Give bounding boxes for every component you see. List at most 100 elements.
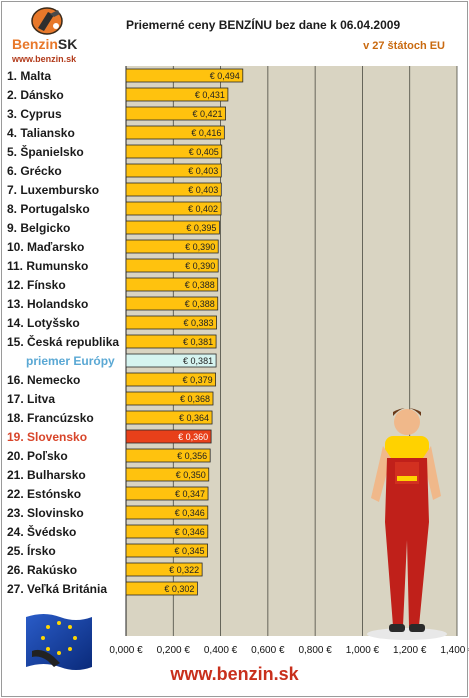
bar: [125, 581, 198, 596]
value-label: € 0,347: [175, 489, 205, 499]
bar: [125, 163, 222, 178]
bar: [125, 144, 223, 159]
country-label: 26. Rakúsko: [7, 563, 77, 577]
bar: [125, 410, 213, 425]
country-label: 1. Malta: [7, 69, 51, 83]
value-label: € 0,405: [189, 147, 219, 157]
bar: [125, 429, 212, 444]
bar: [125, 562, 203, 577]
value-label: € 0,381: [183, 337, 213, 347]
bar: [125, 106, 226, 121]
x-tick-label: 1,200 €: [393, 645, 427, 656]
bar: [125, 391, 214, 406]
country-label: 20. Poľsko: [7, 449, 68, 463]
x-tick-label: 0,600 €: [251, 645, 285, 656]
category-labels: 1. Malta 2. Dánsko 3. Cyprus 4. Taliansko 5.…: [7, 69, 119, 596]
x-tick-label: 1,000 €: [346, 645, 380, 656]
bar: [125, 258, 219, 273]
logo-brand-suffix: SK: [57, 36, 78, 52]
country-label: 10. Maďarsko: [7, 240, 84, 254]
country-label: 7. Luxembursko: [7, 183, 99, 197]
value-label: € 0,302: [164, 584, 194, 594]
logo-url: www.benzin.sk: [12, 54, 77, 64]
country-label: 17. Litva: [7, 392, 55, 406]
bar: [125, 68, 244, 83]
country-label: 11. Rumunsko: [7, 259, 88, 273]
country-label: 13. Holandsko: [7, 297, 88, 311]
footer-url: www.benzin.sk: [170, 664, 299, 684]
x-tick-label: 0,000 €: [109, 645, 143, 656]
benzin-logo: BenzinSK www.benzin.sk: [8, 6, 88, 68]
value-label: € 0,390: [185, 242, 215, 252]
bar: [125, 296, 219, 311]
x-tick-label: 0,200 €: [157, 645, 191, 656]
country-label: 4. Taliansko: [7, 126, 75, 140]
logo-brand: Benzin: [12, 36, 58, 52]
bar: [125, 353, 217, 368]
value-label: € 0,383: [184, 318, 214, 328]
value-label: € 0,350: [176, 470, 206, 480]
value-label: € 0,402: [188, 204, 218, 214]
value-label: € 0,356: [177, 451, 207, 461]
country-label: 6. Grécko: [7, 164, 62, 178]
country-label: 24. Švédsko: [7, 524, 76, 539]
bar: [125, 239, 219, 254]
bar: [125, 372, 217, 387]
x-axis-ticks: 0,000 € 0,200 € 0,400 € 0,600 € 0,800 € 1,000…: [109, 645, 469, 656]
value-label: € 0,390: [185, 261, 215, 271]
value-label: € 0,388: [185, 280, 215, 290]
value-label: € 0,381: [183, 356, 213, 366]
x-tick-label: 0,800 €: [298, 645, 332, 656]
country-label: 18. Francúzsko: [7, 411, 94, 425]
bar: [125, 315, 217, 330]
fuel-pump-logo-icon: [31, 7, 63, 35]
country-label: priemer Európy: [26, 354, 115, 368]
bar: [125, 486, 209, 501]
country-label: 22. Estónsko: [7, 487, 81, 501]
bar: [125, 220, 220, 235]
chart-subtitle: v 27 štátoch EU: [363, 40, 445, 52]
value-label: € 0,431: [195, 90, 225, 100]
chart-title: Priemerné ceny BENZÍNU bez dane k 06.04.…: [126, 18, 401, 32]
value-label: € 0,379: [183, 375, 213, 385]
country-label: 2. Dánsko: [7, 88, 64, 102]
value-label: € 0,346: [175, 508, 205, 518]
value-label: € 0,421: [193, 109, 223, 119]
bar: [125, 125, 225, 140]
bars: € 0,494 € 0,431 € 0,421 € 0,416 € 0,405 € 0,4…: [125, 68, 244, 596]
value-label: € 0,395: [186, 223, 216, 233]
bar: [125, 524, 209, 539]
bar: [125, 277, 219, 292]
bar: [125, 448, 211, 463]
value-label: € 0,388: [185, 299, 215, 309]
x-tick-label: 1,400 €: [440, 645, 469, 656]
bar: [125, 201, 222, 216]
bar: [125, 505, 209, 520]
eu-flag-fuel-nozzle-icon: [26, 614, 92, 670]
value-label: € 0,368: [180, 394, 210, 404]
value-label: € 0,416: [191, 128, 221, 138]
country-label: 25. Írsko: [7, 543, 56, 558]
value-label: € 0,403: [188, 185, 218, 195]
bar: [125, 543, 208, 558]
value-label: € 0,403: [188, 166, 218, 176]
country-label: 14. Lotyšsko: [7, 316, 80, 330]
bar: [125, 87, 229, 102]
country-label: 9. Belgicko: [7, 221, 70, 235]
country-label: 16. Nemecko: [7, 373, 80, 387]
value-label: € 0,364: [179, 413, 209, 423]
country-label: 23. Slovinsko: [7, 506, 84, 520]
fuel-attendant-mascot-illustration: [367, 408, 447, 640]
bar: [125, 334, 217, 349]
value-label: € 0,322: [169, 565, 199, 575]
x-tick-label: 0,400 €: [204, 645, 238, 656]
bar: [125, 467, 210, 482]
country-label: 5. Španielsko: [7, 144, 84, 159]
logo-text: BenzinSK: [12, 36, 77, 52]
country-label: 15. Česká republika: [7, 334, 119, 349]
country-label: 8. Portugalsko: [7, 202, 90, 216]
value-label: € 0,494: [210, 71, 240, 81]
bar: [125, 182, 222, 197]
value-label: € 0,346: [175, 527, 205, 537]
country-label: 21. Bulharsko: [7, 468, 86, 482]
